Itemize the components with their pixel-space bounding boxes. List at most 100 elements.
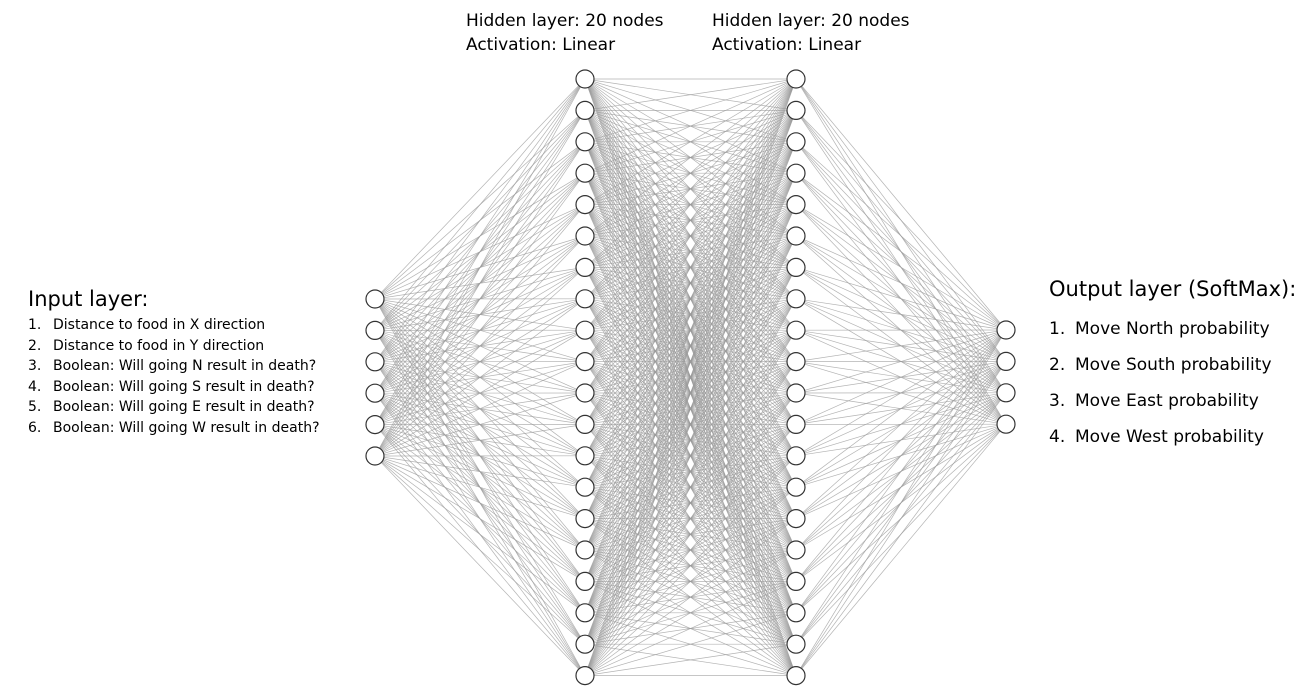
connection-edge (584, 204, 797, 676)
hidden-layer-2-title: Hidden layer: 20 nodes (712, 11, 910, 31)
list-number: 5. (28, 399, 42, 416)
connection-edge (374, 172, 586, 457)
connection-edge (374, 110, 586, 457)
output-text: Move North probability (1075, 319, 1270, 339)
input-feature-item: 6. Boolean: Will going W result in death? (28, 418, 320, 439)
connection-edge (374, 455, 586, 582)
connection-edge (584, 612, 797, 676)
connection-edge (374, 424, 586, 457)
connection-edge (795, 329, 1007, 551)
connection-edge (584, 78, 797, 331)
connection-edge (795, 298, 1007, 331)
hidden1-node (575, 257, 595, 277)
connection-edge (584, 78, 797, 394)
output-item: 3. Move East probability (1049, 383, 1296, 419)
input-feature-text: Distance to food in Y direction (53, 337, 265, 354)
input-feature-item: 4. Boolean: Will going S result in death? (28, 377, 320, 398)
hidden-layer-2-activation: Activation: Linear (712, 35, 862, 55)
connection-edge (584, 78, 797, 613)
hidden2-node (786, 226, 806, 246)
output-layer-description: Output layer (SoftMax): 1. Move North pro… (1049, 275, 1296, 455)
connection-edge (374, 298, 586, 457)
connection-edge (374, 235, 586, 457)
hidden1-node (575, 508, 595, 529)
input-feature-text: Boolean: Will going S result in death? (53, 378, 315, 395)
input-feature-item: 5. Boolean: Will going E result in death? (28, 397, 320, 418)
hidden2-node (786, 634, 806, 654)
connection-edge (795, 423, 1007, 676)
connection-edge (584, 455, 797, 676)
hidden2-node (786, 69, 806, 89)
hidden2-node (786, 571, 806, 592)
connection-edge (795, 78, 1007, 331)
hidden1-node (575, 69, 595, 89)
connection-edge (584, 78, 797, 645)
connection-edge (584, 78, 797, 143)
hidden-layer-1-activation: Activation: Linear (466, 35, 616, 55)
connection-edge (584, 581, 797, 676)
connection-edge (374, 78, 586, 363)
output-layer-title: Output layer (SoftMax): (1049, 277, 1297, 301)
connection-edge (795, 141, 1007, 331)
connection-edge (584, 298, 797, 676)
input-node (365, 383, 385, 403)
connection-edge (374, 204, 586, 457)
input-feature-text: Boolean: Will going N result in death? (53, 358, 317, 375)
hidden1-node (575, 163, 595, 183)
hidden1-node (575, 571, 595, 592)
input-feature-text: Distance to food in X direction (53, 317, 266, 333)
connection-edge (584, 235, 797, 676)
hidden2-node (786, 195, 806, 215)
connection-edge (795, 329, 1007, 676)
output-node (996, 414, 1016, 434)
connection-edge (374, 78, 586, 394)
connection-edge (795, 329, 1007, 614)
output-text: Move East probability (1075, 391, 1259, 411)
connection-edge (795, 329, 1007, 582)
list-number: 4. (1049, 427, 1066, 447)
output-text: Move West probability (1075, 427, 1264, 447)
connection-edge (795, 329, 1007, 362)
input-feature-item: 3. Boolean: Will going N result in death? (28, 356, 320, 377)
hidden1-node (575, 603, 595, 623)
input-layer-description: Input layer: 1. Distance to food in X dir… (28, 285, 320, 439)
input-node (365, 289, 385, 309)
connection-edge (584, 78, 797, 425)
connection-edge (795, 267, 1007, 331)
hidden1-node (575, 634, 595, 654)
connection-edge (584, 78, 797, 519)
connection-edge (584, 361, 797, 676)
hidden2-node (786, 132, 806, 152)
output-list: 1. Move North probability 2. Move South pr… (1049, 311, 1296, 455)
hidden2-node (786, 383, 806, 403)
connection-edge (795, 329, 1007, 457)
connection-edge (584, 424, 797, 676)
connection-edge (374, 141, 586, 457)
list-number: 4. (28, 378, 42, 395)
connection-edge (584, 486, 797, 676)
connection-edge (584, 78, 797, 488)
list-number: 1. (1049, 319, 1066, 339)
connection-edge (374, 455, 586, 488)
connection-edge (584, 78, 797, 551)
input-node (365, 415, 385, 435)
connection-edge (584, 78, 797, 362)
input-feature-text: Boolean: Will going E result in death? (53, 399, 315, 416)
hidden2-node (786, 320, 806, 340)
hidden1-node (575, 540, 595, 560)
connection-edge (584, 78, 797, 174)
connection-edge (584, 78, 797, 205)
connection-edge (374, 455, 586, 645)
hidden2-node (786, 352, 806, 372)
connection-edge (795, 329, 1007, 425)
input-layer-title: Input layer: (28, 287, 149, 311)
hidden1-node (575, 414, 595, 434)
hidden2-node (786, 100, 806, 121)
output-node (996, 351, 1016, 371)
hidden1-node (575, 383, 595, 403)
connection-edge (584, 78, 797, 268)
connection-edge (584, 549, 797, 676)
list-number: 6. (28, 419, 42, 436)
connection-edge (584, 267, 797, 676)
